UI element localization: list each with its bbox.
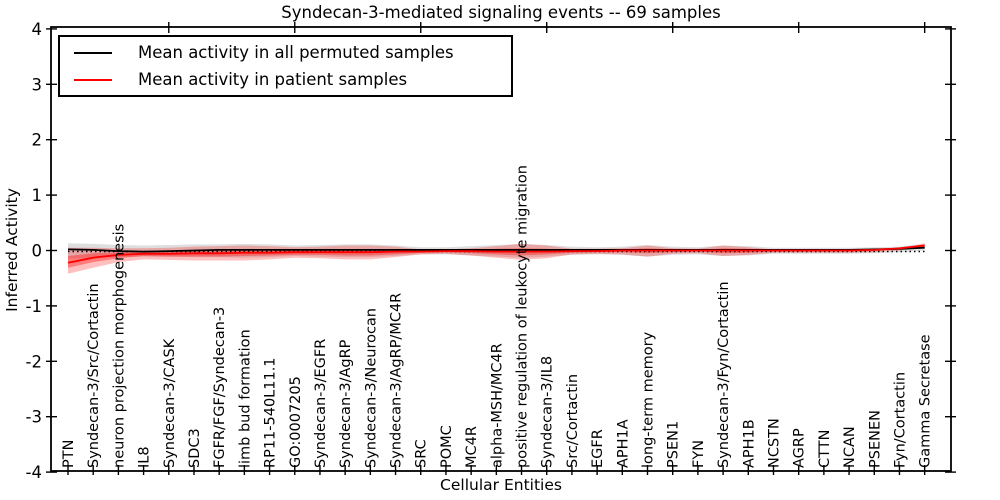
x-tick-label: MC4R bbox=[464, 426, 480, 468]
x-tick-label: GO:0007205 bbox=[288, 376, 304, 468]
x-tick-label: FGFR/FGF/Syndecan-3 bbox=[212, 307, 228, 468]
y-tick-label: 0 bbox=[32, 242, 43, 261]
y-tick-label: 2 bbox=[32, 131, 43, 150]
x-tick-label: NCAN bbox=[842, 426, 858, 468]
y-tick-label: -4 bbox=[26, 463, 42, 482]
x-tick-label: NCSTN bbox=[766, 418, 782, 468]
x-axis-title: Cellular Entities bbox=[440, 476, 562, 494]
y-tick-label: -1 bbox=[26, 297, 42, 316]
x-tick-label: CTTN bbox=[817, 430, 833, 468]
x-tick-label: neuron projection morphogenesis bbox=[111, 224, 127, 468]
x-tick-label: Syndecan-3/Neurocan bbox=[363, 308, 379, 468]
x-tick-label: PSEN1 bbox=[666, 421, 682, 468]
x-tick-label: Syndecan-3/EGFR bbox=[313, 339, 329, 468]
x-tick-label: limb bud formation bbox=[237, 329, 253, 468]
x-tick-label: Syndecan-3/Src/Cortactin bbox=[86, 283, 102, 468]
y-tick-label: -2 bbox=[26, 352, 42, 371]
legend: Mean activity in all permuted samples Me… bbox=[58, 35, 513, 97]
x-tick-label: Syndecan-3/IL8 bbox=[540, 356, 556, 468]
x-tick-label: PTN bbox=[61, 440, 77, 468]
y-axis-title: Inferred Activity bbox=[3, 188, 21, 312]
x-tick-label: POMC bbox=[439, 425, 455, 468]
x-tick-label: Syndecan-3/AgRP/MC4R bbox=[389, 293, 405, 468]
y-tick-label: 1 bbox=[32, 186, 43, 205]
y-tick-label: 4 bbox=[32, 20, 43, 39]
x-tick-label: PSENEN bbox=[867, 410, 883, 468]
x-tick-label: FYN bbox=[691, 440, 707, 468]
y-tick-label: -3 bbox=[26, 408, 42, 427]
legend-label-patient: Mean activity in patient samples bbox=[138, 70, 408, 89]
x-tick-label: Syndecan-3/Fyn/Cortactin bbox=[716, 281, 732, 468]
x-tick-label: Gamma Secretase bbox=[918, 334, 934, 468]
x-tick-label: Syndecan-3/AgRP bbox=[338, 339, 354, 468]
chart-title: Syndecan-3-mediated signaling events -- … bbox=[281, 3, 721, 22]
x-tick-label: SDC3 bbox=[187, 428, 203, 468]
x-tick-label: IL8 bbox=[137, 446, 153, 468]
plot-frame bbox=[50, 26, 952, 472]
x-tick-label: Src/Cortactin bbox=[565, 374, 581, 468]
x-tick-label: APH1B bbox=[741, 419, 757, 468]
legend-label-permuted: Mean activity in all permuted samples bbox=[138, 43, 454, 62]
x-tick-label: AGRP bbox=[792, 428, 808, 468]
x-tick-label: EGFR bbox=[590, 429, 606, 468]
x-tick-label: Fyn/Cortactin bbox=[892, 372, 908, 468]
x-tick-label: APH1A bbox=[615, 419, 631, 468]
x-tick-label: RP11-540L11.1 bbox=[263, 357, 279, 468]
x-tick-label: Syndecan-3/CASK bbox=[162, 338, 178, 468]
legend-item-patient: Mean activity in patient samples bbox=[74, 66, 511, 93]
x-tick-label: long-term memory bbox=[641, 331, 657, 468]
x-tick-label: positive regulation of leukocyte migrati… bbox=[515, 165, 531, 468]
patient-line-swatch bbox=[74, 78, 112, 81]
patient-mean-line bbox=[67, 244, 925, 264]
y-tick-label: 3 bbox=[32, 75, 43, 94]
x-tick-label: SRC bbox=[414, 439, 430, 468]
legend-item-permuted: Mean activity in all permuted samples bbox=[74, 39, 511, 66]
x-tick-label: alpha-MSH/MC4R bbox=[489, 343, 505, 468]
permuted-line-swatch bbox=[74, 51, 112, 54]
